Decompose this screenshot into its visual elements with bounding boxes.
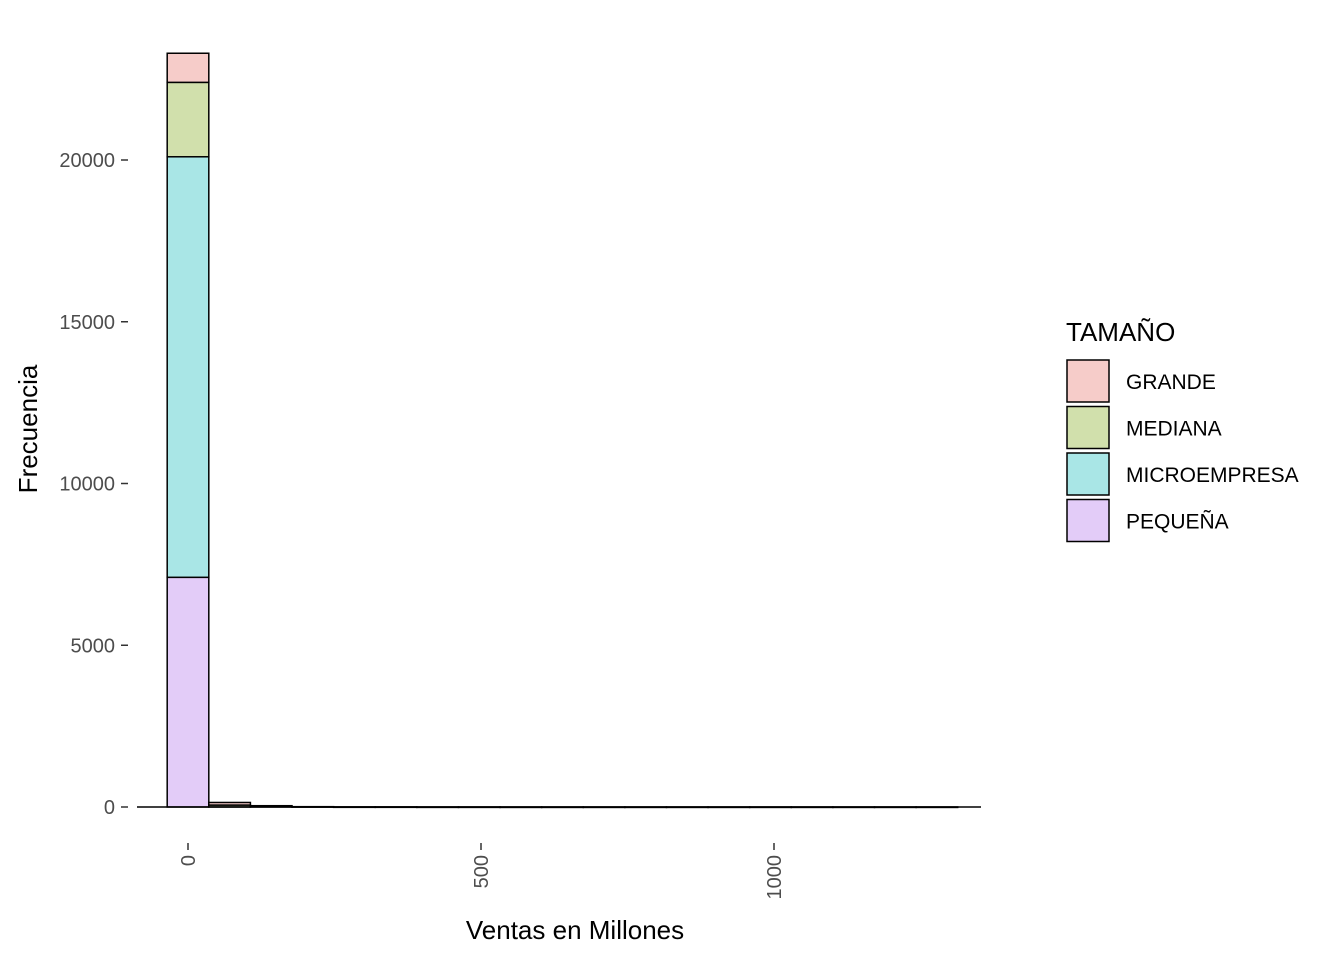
bar-microempresa-bin-0: [166, 156, 210, 579]
legend-label: MICROEMPRESA: [1126, 464, 1299, 487]
legend-swatch-mediana: [1066, 405, 1110, 450]
legend-label: MEDIANA: [1126, 418, 1222, 441]
bar-peque-a-bin-0: [166, 576, 210, 808]
legend-label: PEQUEÑA: [1126, 510, 1229, 534]
legend-swatch-grande: [1066, 359, 1110, 403]
x-tick-label: 0: [178, 855, 200, 866]
x-tick-label: 500: [471, 855, 493, 888]
bars-layer: [166, 52, 959, 809]
legend-swatch-peque-a: [1066, 498, 1110, 543]
y-tick-label: 5000: [71, 635, 116, 657]
y-axis-title: Frecuencia: [13, 364, 43, 493]
y-tick-label: 0: [104, 797, 115, 819]
y-tick-label: 20000: [59, 150, 115, 172]
y-tick-label: 15000: [59, 312, 115, 334]
legend-label: GRANDE: [1126, 371, 1216, 394]
bar-grande-bin-0: [166, 52, 210, 84]
x-ticks: 0 500 1000: [178, 843, 786, 900]
y-ticks: 0 5000 10000 15000 20000: [59, 150, 128, 819]
legend-title: TAMAÑO: [1066, 317, 1175, 347]
legend-swatch-microempresa: [1066, 452, 1110, 496]
y-tick-label: 10000: [59, 474, 115, 496]
x-tick-label: 1000: [764, 855, 786, 900]
bar-mediana-bin-0: [166, 81, 210, 158]
x-axis-title: Ventas en Millones: [466, 915, 684, 945]
bar-grande-bin-1: [208, 801, 252, 806]
legend: TAMAÑO GRANDE MEDIANA MICROEMPRESA PEQUEÑA: [1066, 317, 1299, 543]
